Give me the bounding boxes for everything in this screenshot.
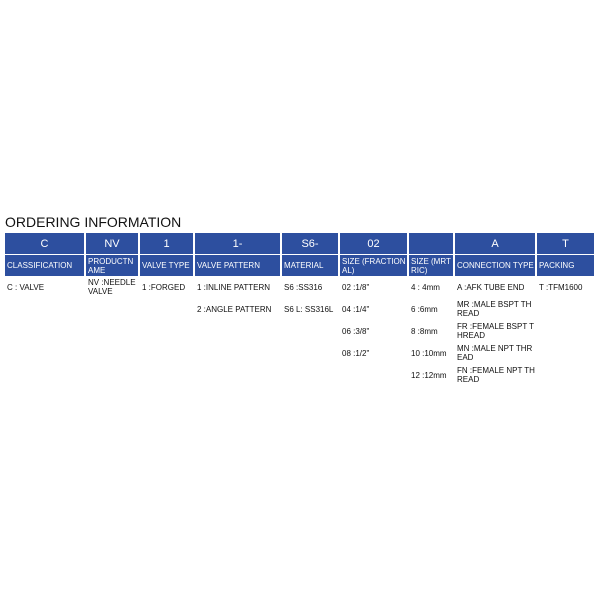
column-label: SIZE (FRACTIONAL) <box>340 254 409 276</box>
entry: 08 :1/2" <box>342 348 370 358</box>
column-label: CLASSIFICATION <box>5 254 86 276</box>
column-label: SIZE (MRTRIC) <box>409 254 455 276</box>
column-code: S6- <box>282 233 340 254</box>
entry: 4 : 4mm <box>411 282 440 292</box>
entry: NV :NEEDLE VALVE <box>88 278 136 296</box>
entry: 1 :FORGED <box>142 282 186 292</box>
column-label: PRODUCTNAME <box>86 254 140 276</box>
column-code: T <box>537 233 596 254</box>
title: ORDERING INFORMATION <box>5 214 182 230</box>
entry: 10 :10mm <box>411 348 447 358</box>
column-label: MATERIAL <box>282 254 340 276</box>
column-code: A <box>455 233 537 254</box>
entry: MR :MALE BSPT THREAD <box>457 300 532 318</box>
column-code <box>409 233 455 254</box>
entry: 6 :6mm <box>411 304 438 314</box>
entry: 12 :12mm <box>411 370 447 380</box>
entry: 06 :3/8" <box>342 326 370 336</box>
column-label: PACKING <box>537 254 596 276</box>
entry: C : VALVE <box>7 282 45 292</box>
column-code: 1- <box>195 233 282 254</box>
entry: 8 :8mm <box>411 326 438 336</box>
entry: T :TFM1600 <box>539 282 583 292</box>
column-code: 02 <box>340 233 409 254</box>
entry: 1 :INLINE PATTERN <box>197 282 271 292</box>
entry: MN :MALE NPT THREAD <box>457 344 533 362</box>
entry: 04 :1/4" <box>342 304 370 314</box>
column-label: VALVE TYPE <box>140 254 195 276</box>
entry: FN :FEMALE NPT THREAD <box>457 366 535 384</box>
entry: FR :FEMALE BSPT THREAD <box>457 322 535 340</box>
entry: A :AFK TUBE END <box>457 282 525 292</box>
entry: 2 :ANGLE PATTERN <box>197 304 272 314</box>
column-code: NV <box>86 233 140 254</box>
entry: S6 L: SS316L <box>284 304 334 314</box>
column-code: 1 <box>140 233 195 254</box>
entry: S6 :SS316 <box>284 282 323 292</box>
column-label: CONNECTION TYPE <box>455 254 537 276</box>
column-label: VALVE PATTERN <box>195 254 282 276</box>
entry: 02 :1/8" <box>342 282 370 292</box>
column-code: C <box>5 233 86 254</box>
